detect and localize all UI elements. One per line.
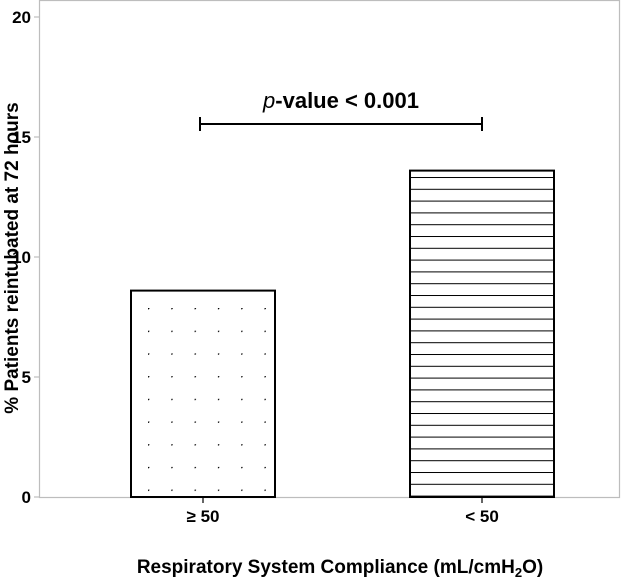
- y-tick-label: 15: [12, 128, 31, 147]
- significance-annotation: p-value < 0.001: [199, 88, 483, 131]
- y-tick-label: 10: [12, 248, 31, 267]
- y-tick-label: 5: [22, 368, 31, 387]
- y-axis: 0 5 10 15 20: [12, 8, 40, 507]
- plot-frame: [38, 0, 621, 499]
- y-tick-label: 0: [22, 488, 31, 507]
- y-axis-title: % Patients reintubated at 72 hours: [2, 102, 23, 413]
- bar: [130, 289, 276, 498]
- x-tick-label: < 50: [465, 507, 499, 526]
- y-tick-label: 20: [12, 8, 31, 27]
- bar: [409, 169, 555, 498]
- bars: [130, 169, 555, 498]
- x-axis-title: Respiratory System Compliance (mL/cmH2O): [137, 557, 543, 580]
- p-value-label: p-value < 0.001: [262, 88, 419, 113]
- x-tick-label: ≥ 50: [187, 507, 220, 526]
- x-axis: ≥ 50 < 50: [187, 497, 499, 526]
